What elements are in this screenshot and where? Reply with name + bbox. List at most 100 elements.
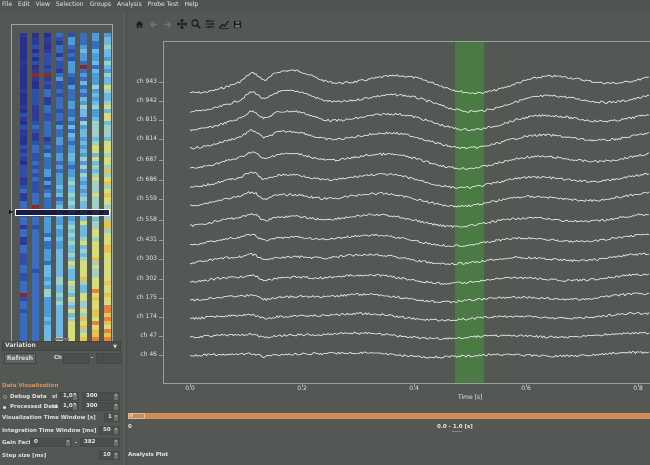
heatmap-cell [56, 145, 63, 149]
heatmap-cell [20, 285, 27, 289]
forward-arrow-icon[interactable] [161, 18, 174, 31]
heatmap-cell [44, 101, 51, 105]
heatmap-cell [44, 85, 51, 89]
channel-label: ch 303 [136, 255, 157, 262]
menu-edit[interactable]: Edit [18, 1, 30, 8]
heatmap-cell [92, 149, 99, 153]
traces-plot[interactable] [163, 41, 650, 384]
processed-min-input[interactable]: 1,00 ⇕ [59, 402, 79, 411]
heatmap-cell [104, 317, 111, 321]
channel-label: ch 686 [136, 176, 157, 183]
menu-groups[interactable]: Groups [89, 1, 111, 8]
channel-trace [189, 151, 650, 170]
gain-max-input[interactable]: 382 ⇕ [80, 438, 120, 447]
heatmap-cell [104, 265, 111, 269]
heatmap-cell [68, 309, 75, 313]
spinner-icon[interactable]: ⇕ [66, 440, 70, 446]
debug-min-input[interactable]: 1,00 ⇕ [59, 392, 79, 401]
heatmap-cell [104, 245, 111, 249]
heatmap-cell [32, 277, 39, 281]
heatmap-cell [104, 101, 111, 105]
ch-to-input[interactable] [96, 353, 122, 364]
heatmap-cell [92, 101, 99, 105]
heatmap-cell [104, 201, 111, 205]
heatmap-cell [80, 77, 87, 81]
heatmap-cell [32, 229, 39, 233]
debug-data-radio[interactable] [3, 395, 7, 399]
menu-probe-test[interactable]: Probe Test [147, 1, 179, 8]
edit-axis-icon[interactable] [217, 18, 230, 31]
menu-selection[interactable]: Selection [55, 1, 84, 8]
heatmap-cell [92, 73, 99, 77]
heatmap-cell [80, 45, 87, 49]
x-tick-label: 0.8 [633, 385, 643, 392]
channel-row-selector[interactable] [15, 209, 110, 216]
heatmap-cell [80, 285, 87, 289]
heatmap-cell [56, 89, 63, 93]
spinner-icon[interactable]: ⇕ [114, 415, 118, 421]
gain-min-input[interactable]: 0 ⇕ [30, 438, 72, 447]
spinner-icon[interactable]: ⇕ [114, 453, 118, 459]
heatmap-cell [92, 145, 99, 149]
heatmap-cell [56, 65, 63, 69]
heatmap-cell [80, 313, 87, 317]
heatmap-cell [20, 113, 27, 117]
step-size-input[interactable]: 10 ⇕ [99, 451, 120, 460]
channel-trace [189, 351, 650, 359]
heatmap-cell [80, 149, 87, 153]
configure-subplots-icon[interactable] [203, 18, 216, 31]
spinner-icon[interactable]: ⇕ [114, 394, 118, 400]
channel-trace [189, 273, 650, 285]
splitter-handle[interactable] [55, 338, 69, 340]
pan-icon[interactable] [175, 18, 188, 31]
menu-analysis[interactable]: Analysis [116, 1, 142, 8]
ch-from-input[interactable] [63, 353, 89, 364]
menu-view[interactable]: View [35, 1, 50, 8]
heatmap-cell [68, 145, 75, 149]
heatmap-cell [92, 181, 99, 185]
heatmap-cell [104, 57, 111, 61]
heatmap-cell [92, 249, 99, 253]
heatmap-cell [20, 241, 27, 245]
spinner-icon[interactable]: ⇕ [73, 394, 77, 400]
heatmap-cell [80, 109, 87, 113]
heatmap-cell [56, 81, 63, 85]
heatmap-cell [68, 321, 75, 325]
heatmap-cell [80, 37, 87, 41]
spinner-icon[interactable]: ⇕ [114, 404, 118, 410]
heatmap-cell [104, 45, 111, 49]
zoom-icon[interactable] [189, 18, 202, 31]
integration-window-input[interactable]: 50 ⇕ [99, 426, 120, 435]
processed-data-radio[interactable] [3, 406, 6, 409]
home-icon[interactable] [133, 18, 146, 31]
variation-combobox[interactable]: Variation ▼ [2, 341, 121, 351]
y-tick [159, 82, 163, 83]
processed-max-input[interactable]: 300 ⇕ [82, 402, 120, 411]
menu-help[interactable]: Help [184, 1, 199, 8]
probe-heatmap[interactable] [11, 24, 113, 347]
spinner-icon[interactable]: ⇕ [73, 404, 77, 410]
heatmap-cell [104, 197, 111, 201]
viz-window-input[interactable]: 1 ⇕ [104, 413, 120, 422]
back-arrow-icon[interactable] [147, 18, 160, 31]
heatmap-cell [32, 109, 39, 113]
time-range-slider-handle[interactable] [128, 413, 145, 419]
heatmap-cell [56, 309, 63, 313]
heatmap-cell [68, 61, 75, 65]
heatmap-cell [32, 205, 39, 209]
save-icon[interactable] [231, 18, 244, 31]
selector-arrow-icon [9, 210, 13, 214]
heatmap-cell [56, 233, 63, 237]
time-range-slider[interactable] [128, 413, 650, 419]
debug-max-input[interactable]: 300 ⇕ [82, 392, 120, 401]
vertical-splitter[interactable] [124, 11, 128, 465]
spinner-icon[interactable]: ⇕ [114, 428, 118, 434]
menu-file[interactable]: File [2, 1, 13, 8]
refresh-button[interactable]: Refresh [4, 353, 36, 364]
heatmap-cell [56, 289, 63, 293]
spinner-icon[interactable]: ⇕ [114, 440, 118, 446]
highlight-window[interactable] [455, 42, 484, 383]
heatmap-cell [56, 57, 63, 61]
heatmap-cell [80, 289, 87, 293]
heatmap-cell [104, 225, 111, 229]
